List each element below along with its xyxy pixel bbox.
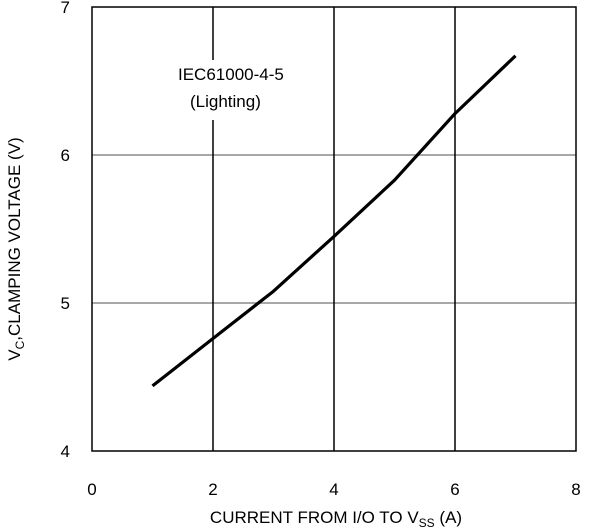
- x-tick-label: 0: [87, 480, 96, 499]
- x-axis-title-unit: (A): [435, 508, 462, 527]
- series-layer: [151, 54, 517, 388]
- y-tick-label: 6: [61, 146, 70, 165]
- x-axis-title-main: CURRENT FROM I/O TO V: [210, 508, 419, 527]
- annotation-line-1: IEC61000-4-5: [178, 65, 284, 84]
- annotation-line-2: (Lighting): [190, 92, 261, 111]
- x-axis-title: CURRENT FROM I/O TO VSS (A): [210, 508, 462, 529]
- annotation-background: [172, 60, 312, 120]
- x-tick-labels: 0 2 4 6 8: [87, 480, 580, 499]
- series-line: [151, 54, 517, 388]
- y-tick-label: 4: [61, 442, 70, 461]
- y-tick-label: 7: [61, 0, 70, 17]
- annotation-label: IEC61000-4-5 (Lighting): [172, 60, 312, 120]
- y-axis-title-subscript: C: [13, 340, 27, 349]
- x-tick-label: 8: [571, 480, 580, 499]
- y-axis-title: VC,CLAMPING VOLTAGE (V): [5, 137, 27, 360]
- x-tick-label: 6: [450, 480, 459, 499]
- y-axis-title-main: V: [5, 349, 24, 361]
- y-tick-label: 5: [61, 294, 70, 313]
- x-axis-title-subscript: SS: [419, 516, 435, 529]
- x-tick-label: 2: [208, 480, 217, 499]
- y-axis-title-rest: ,CLAMPING VOLTAGE (V): [5, 137, 24, 340]
- y-tick-labels: 4 5 6 7: [61, 0, 70, 461]
- plot-frame: [91, 6, 577, 452]
- x-tick-label: 4: [329, 480, 338, 499]
